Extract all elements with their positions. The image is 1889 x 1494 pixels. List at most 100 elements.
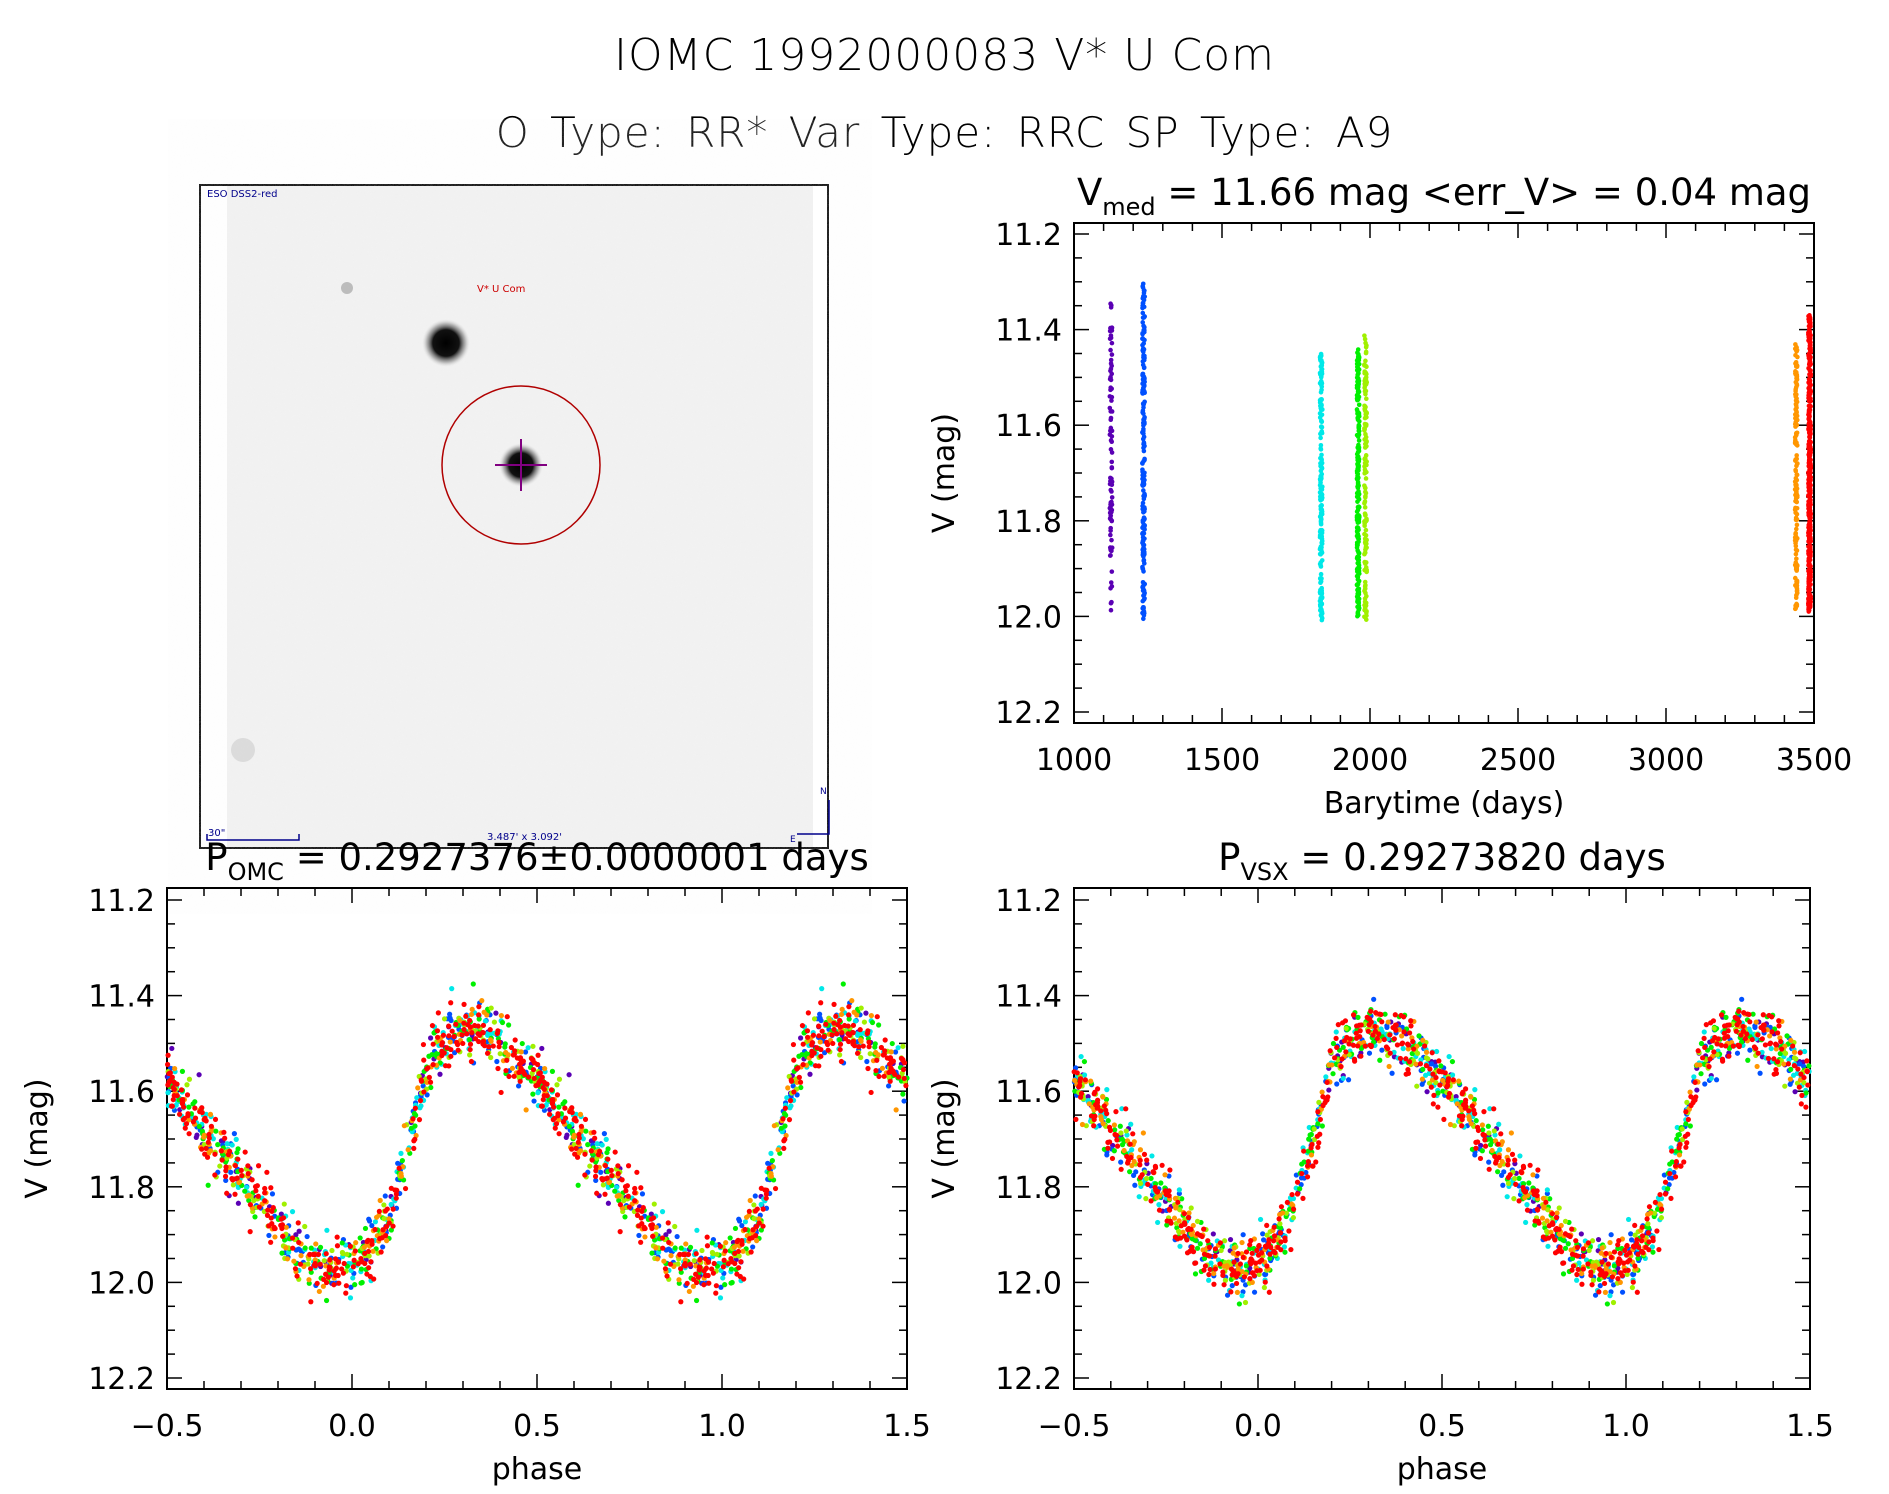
- data-point: [807, 1071, 813, 1077]
- data-point: [787, 1105, 793, 1111]
- data-point: [1794, 526, 1799, 532]
- data-point: [1109, 439, 1115, 445]
- data-point: [223, 1168, 229, 1174]
- data-point: [1140, 519, 1146, 525]
- data-point: [1318, 389, 1324, 395]
- data-point: [1759, 1036, 1765, 1042]
- data-point: [718, 1284, 724, 1290]
- data-point: [1806, 586, 1811, 592]
- data-point: [1562, 1218, 1569, 1224]
- data-point: [1386, 1063, 1392, 1070]
- data-point: [560, 1119, 567, 1125]
- data-point: [1319, 607, 1324, 612]
- data-point: [439, 1042, 445, 1048]
- data-point: [469, 1030, 475, 1036]
- data-point: [873, 1049, 879, 1056]
- data-point: [1127, 1169, 1133, 1175]
- data-point: [713, 1283, 719, 1289]
- data-point: [331, 1268, 337, 1274]
- data-point: [290, 1245, 296, 1251]
- data-point: [236, 1179, 242, 1186]
- data-point: [1449, 1072, 1456, 1078]
- data-point: [766, 1165, 772, 1171]
- data-point: [1109, 465, 1115, 471]
- data-point: [603, 1136, 609, 1142]
- data-point: [552, 1125, 558, 1131]
- data-point: [1562, 1245, 1569, 1251]
- data-point: [601, 1131, 607, 1137]
- data-point: [686, 1288, 692, 1295]
- data-point: [222, 1173, 229, 1179]
- data-point: [1544, 1218, 1550, 1224]
- data-point: [723, 1240, 729, 1246]
- data-point: [480, 1038, 487, 1044]
- data-point: [238, 1167, 244, 1173]
- data-point: [1109, 340, 1115, 346]
- data-point: [1140, 320, 1146, 325]
- data-point: [1687, 1089, 1693, 1095]
- data-point: [166, 1079, 172, 1086]
- data-point: [1807, 565, 1813, 570]
- finder-noise: [227, 186, 813, 847]
- data-point: [479, 998, 485, 1004]
- data-point: [1806, 603, 1812, 608]
- data-point: [463, 1013, 469, 1019]
- data-point: [1357, 419, 1362, 424]
- data-point: [732, 1225, 739, 1232]
- data-point: [308, 1245, 314, 1251]
- data-point: [180, 1104, 187, 1110]
- data-point: [651, 1201, 657, 1207]
- data-point: [499, 1019, 506, 1026]
- data-point: [376, 1208, 382, 1214]
- data-point: [648, 1222, 654, 1228]
- data-point: [281, 1201, 287, 1207]
- data-point: [1362, 559, 1368, 565]
- data-point: [1354, 451, 1360, 457]
- data-point: [547, 1111, 553, 1117]
- data-point: [1140, 467, 1145, 472]
- data-point: [1140, 531, 1145, 537]
- data-point: [538, 1103, 545, 1109]
- data-point: [1430, 1101, 1436, 1107]
- data-point: [201, 1134, 207, 1140]
- data-point: [722, 1282, 728, 1288]
- x-tick-label: 0.5: [1418, 1409, 1466, 1444]
- data-point: [1108, 508, 1114, 514]
- data-point: [1141, 616, 1146, 622]
- data-point: [799, 1022, 806, 1029]
- data-point: [788, 1077, 794, 1083]
- data-point: [794, 1066, 800, 1072]
- data-point: [650, 1233, 656, 1239]
- data-point: [1694, 1062, 1700, 1068]
- data-point: [411, 1145, 417, 1152]
- data-point: [660, 1245, 666, 1251]
- data-point: [262, 1185, 268, 1192]
- data-point: [1500, 1182, 1506, 1188]
- data-point: [185, 1113, 191, 1119]
- data-point: [1505, 1180, 1512, 1186]
- data-point: [164, 1061, 171, 1068]
- data-point: [1808, 572, 1813, 578]
- data-point: [1504, 1194, 1510, 1200]
- data-point: [1308, 1152, 1315, 1158]
- data-point: [1355, 350, 1360, 355]
- data-point: [713, 1290, 719, 1296]
- data-point: [1491, 1128, 1497, 1134]
- data-point: [554, 1092, 561, 1098]
- data-point: [396, 1165, 402, 1171]
- x-tick-label: 3500: [1776, 743, 1852, 778]
- data-point: [1385, 1019, 1391, 1025]
- data-point: [429, 1022, 436, 1029]
- data-point: [760, 1206, 766, 1212]
- data-point: [804, 1028, 811, 1034]
- data-point: [480, 1022, 487, 1028]
- data-point: [550, 1104, 557, 1110]
- data-point: [494, 1030, 501, 1036]
- data-point: [1794, 345, 1799, 350]
- data-point: [518, 1065, 524, 1071]
- data-point: [1489, 1147, 1495, 1154]
- data-point: [678, 1245, 684, 1251]
- data-point: [429, 1052, 435, 1058]
- data-point: [304, 1233, 310, 1240]
- data-point: [1806, 609, 1812, 614]
